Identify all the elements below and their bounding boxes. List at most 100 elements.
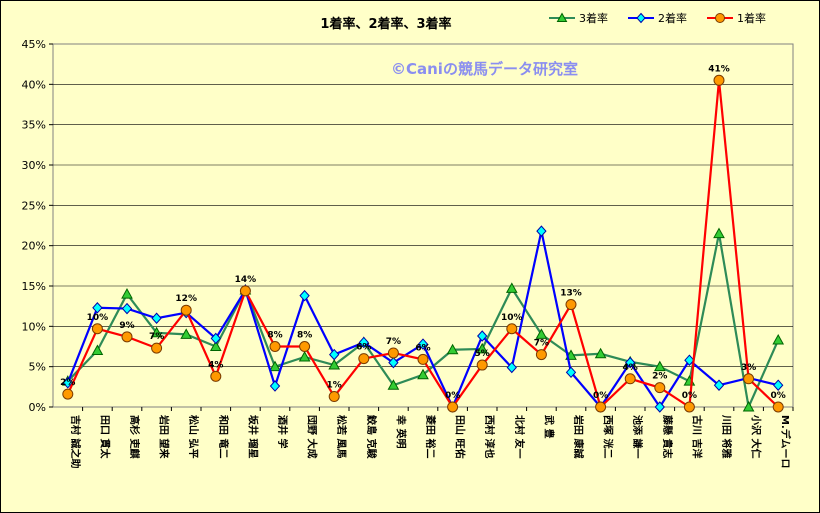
x-tick-label: 菱田 裕二 [424, 415, 437, 458]
data-label: 8% [267, 331, 282, 341]
series-group [61, 74, 785, 413]
data-label: 8% [297, 331, 312, 341]
x-tick-label: 幸 英明 [394, 415, 407, 448]
data-labels: 2% 10% 9% 7% 12% 4% 14% 8% 8% 1% 6% 7% 6% 0% 5% 10% 7% 13… [60, 64, 786, 401]
x-tick-label: M.デムーロ [779, 415, 792, 469]
data-point [121, 331, 133, 343]
data-label: 41% [708, 64, 730, 74]
x-tick-label: 酒井 学 [276, 415, 289, 448]
data-point [358, 336, 369, 349]
data-point [239, 285, 251, 297]
y-tick-label: 15% [22, 280, 46, 293]
data-point [329, 348, 340, 361]
data-point [180, 328, 193, 339]
data-point [713, 227, 725, 239]
data-point [594, 347, 607, 359]
data-point [210, 332, 221, 345]
x-tick-label: 小沢 大仁 [750, 414, 763, 458]
watermark: ©Caniの競馬データ研究室 [391, 60, 578, 78]
data-point [713, 74, 725, 86]
y-tick-label: 5% [29, 361, 46, 374]
data-label: 2% [60, 378, 75, 388]
data-point [683, 401, 695, 413]
data-point [121, 288, 133, 299]
x-tick-label: 古川 吉洋 [690, 415, 703, 458]
data-point [387, 379, 400, 390]
data-point [298, 350, 311, 362]
x-tick-label: 坂井 瑠星 [246, 415, 259, 458]
data-label: 6% [356, 343, 371, 353]
data-point [772, 401, 784, 413]
data-point [653, 360, 666, 372]
y-tick-label: 10% [22, 320, 46, 333]
data-label: 7% [386, 337, 401, 347]
data-label: 14% [235, 275, 257, 285]
data-point [269, 360, 281, 372]
y-tick-label: 30% [22, 159, 46, 172]
x-tick-label: 西村 淳也 [483, 415, 496, 458]
data-point [269, 341, 281, 352]
data-label: 4% [208, 360, 223, 370]
legend-marker [556, 12, 568, 22]
series-1着率 [62, 74, 784, 413]
legend-marker [715, 13, 725, 23]
data-point [476, 342, 489, 354]
data-point [506, 323, 518, 335]
data-point [446, 343, 459, 355]
data-label: 12% [175, 294, 197, 304]
data-point [210, 370, 222, 382]
gridlines [53, 84, 793, 367]
legend-label: 2着率 [658, 11, 687, 25]
data-point [536, 225, 547, 237]
x-tick-label: 吉村 誠之助 [69, 415, 82, 468]
data-label: 10% [501, 313, 523, 323]
x-tick-label: 団野 大成 [306, 415, 319, 458]
data-point [595, 401, 607, 413]
legend-marker [636, 12, 646, 24]
data-point [625, 356, 636, 369]
data-point [476, 359, 488, 371]
data-point [358, 353, 370, 365]
legend-entry: 2着率 [628, 11, 687, 25]
data-point [417, 338, 429, 350]
legend-entry: 3着率 [549, 11, 608, 25]
y-tick-label: 35% [22, 119, 46, 132]
data-label: 6% [415, 343, 430, 353]
data-label: 0% [445, 391, 460, 401]
data-point [477, 330, 488, 342]
chart-title: 1着率、2着率、3着率 [320, 16, 451, 32]
x-tick-label: 松山 弘平 [187, 415, 200, 458]
data-label: 0% [593, 391, 608, 401]
x-tick-label: 田山 旺佑 [454, 415, 467, 458]
x-tick-label: 川田 将雅 [720, 414, 733, 458]
y-tick-label: 45% [22, 38, 46, 51]
y-tick-label: 25% [22, 199, 46, 212]
data-point [180, 304, 192, 316]
data-point [654, 382, 666, 394]
data-point [328, 359, 341, 370]
y-tick-label: 40% [22, 78, 46, 91]
legend: 3着率 2着率 1着率 [549, 11, 766, 25]
x-tick-label: 西塚 洸二 [602, 415, 615, 458]
data-label: 13% [560, 289, 582, 299]
x-tick-label: 岩田 康誠 [572, 414, 585, 458]
data-point [299, 341, 311, 352]
data-point [62, 388, 74, 400]
data-point [624, 373, 636, 385]
data-label: 5% [475, 349, 490, 359]
x-tick-label: 松若 風馬 [335, 415, 348, 458]
data-point [505, 282, 518, 293]
data-point [772, 334, 785, 345]
data-point [565, 299, 577, 311]
x-tick-label: 田口 貫太 [98, 415, 111, 459]
x-tick-label: 藤懸 貴志 [661, 415, 674, 458]
legend-label: 1着率 [737, 11, 766, 25]
data-point [150, 326, 163, 338]
x-axis: 吉村 誠之助 田口 貫太 高杉 吏麒 岩田 望来 松山 弘平 和田 竜二 坂井 瑠星 酒井 学… [69, 407, 794, 469]
data-point [565, 366, 577, 379]
data-label: 1% [327, 381, 342, 391]
x-tick-label: 岩田 望来 [158, 414, 171, 459]
data-point [328, 391, 340, 403]
data-label: 0% [682, 391, 697, 401]
